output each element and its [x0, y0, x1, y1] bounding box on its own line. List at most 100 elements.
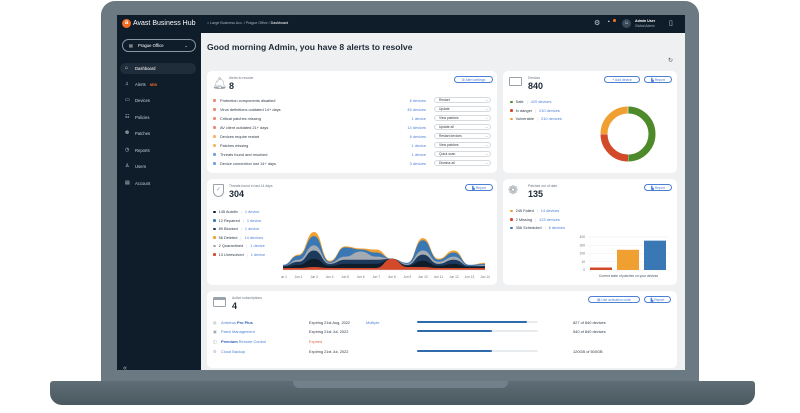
- threats-card: ✓ Threats found in last 14 days 304 ▙ Re…: [207, 179, 497, 285]
- legend-label: In danger: [515, 107, 533, 113]
- alert-action-value: Update: [439, 107, 450, 111]
- usage-progress-fill: [417, 350, 493, 352]
- alert-devices-link[interactable]: 6 devices: [409, 134, 426, 139]
- alert-action-select[interactable]: Dismiss all ⌄: [434, 160, 491, 166]
- usage-progress-bar: [417, 350, 538, 352]
- sidebar: ▤ Prague Office ⌄ ⌂ Dashboard ♫ Alerts NEW ▭ D…: [117, 33, 201, 370]
- sidebar-item-alerts[interactable]: ♫ Alerts NEW: [120, 79, 196, 90]
- patches-report-button[interactable]: ▙ Report: [644, 184, 672, 191]
- y-tick-label: 10: [581, 260, 585, 264]
- alert-action-select[interactable]: View patches ⌄: [434, 142, 491, 148]
- alert-action-select[interactable]: Restart devices ⌄: [434, 133, 491, 139]
- threats-count: 304: [229, 189, 245, 199]
- add-device-button[interactable]: + Add device: [604, 76, 640, 83]
- threats-area-chart: Jun 1 Jun 2 Jun 3 Jun 4 Jun 5 Jun 6 Jun 7 Jun 8…: [281, 232, 490, 279]
- legend-devices-link[interactable]: 1 device: [250, 243, 265, 248]
- x-axis-label: Current state of patches on your devices: [599, 274, 659, 278]
- gear-icon[interactable]: ⚙: [594, 20, 601, 27]
- alert-action-select[interactable]: View patches ⌄: [434, 115, 491, 121]
- legend-devices-link[interactable]: 14 devices: [244, 234, 264, 240]
- alert-settings-button[interactable]: ⚙ Alert settings: [454, 76, 493, 83]
- alert-text: Protection components disabled: [220, 98, 276, 103]
- legend-devices-link[interactable]: 6 devices: [548, 225, 566, 230]
- user-name[interactable]: Admin User: [635, 19, 656, 23]
- sidebar-item-policies[interactable]: ☷ Policies: [120, 112, 196, 123]
- sidebar-item-dashboard[interactable]: ⌂ Dashboard: [120, 62, 196, 74]
- subscriptions-report-button[interactable]: ▙ Report: [644, 296, 671, 303]
- subscription-tier: Pro Plus: [237, 320, 253, 325]
- usage-text: 540 of 840 devices: [573, 329, 606, 334]
- subscription-name: Cloud Backup: [221, 349, 246, 354]
- alert-devices-link[interactable]: 14 devices: [407, 125, 426, 130]
- devices-switch-icon[interactable]: ▯: [669, 20, 673, 27]
- subscription-name-link[interactable]: Cloud Backup: [221, 349, 245, 354]
- legend-item: Safe | 420 devices: [510, 99, 551, 104]
- alert-text: Device connection lost 14+ days: [220, 161, 276, 166]
- subscription-name-link[interactable]: Premium Remote Control: [221, 339, 266, 344]
- separator: |: [537, 116, 539, 121]
- alert-devices-link[interactable]: 6 devices: [409, 98, 426, 103]
- subscription-name-link[interactable]: Antivirus Pro Plus: [221, 320, 253, 325]
- sidebar-item-label: Dashboard: [135, 65, 156, 71]
- breadcrumb-item[interactable]: Prague Office: [245, 21, 268, 25]
- bell-icon: 🔔︎: [212, 76, 228, 90]
- alert-devices-link[interactable]: 45 devices: [407, 107, 426, 112]
- sidebar-item-devices[interactable]: ▭ Devices: [120, 95, 196, 106]
- legend-devices-link[interactable]: 1 device: [250, 251, 266, 257]
- office-selector[interactable]: ▤ Prague Office ⌄: [122, 39, 196, 52]
- alert-text: Virus definitions outdated 14+ days: [220, 107, 281, 112]
- alert-devices-link[interactable]: 1 device: [411, 143, 427, 148]
- legend-devices-link[interactable]: 123 devices: [539, 216, 560, 222]
- sidebar-item-patches[interactable]: ❁ Patches: [120, 128, 196, 139]
- legend-devices-link[interactable]: 1 device: [246, 217, 262, 223]
- sidebar-item-reports[interactable]: ◷ Reports: [120, 145, 196, 156]
- sidebar-item-account[interactable]: ▤ Account: [120, 178, 196, 189]
- legend-devices-link[interactable]: 1 device: [244, 226, 260, 231]
- alert-action-select[interactable]: Restart ⌄: [434, 97, 491, 103]
- monitor-icon: ▭: [125, 97, 130, 103]
- legend-devices-link[interactable]: 210 devices: [541, 116, 562, 121]
- patches-count: 135: [528, 189, 544, 199]
- chevron-down-icon: ⌄: [485, 143, 488, 147]
- chevron-down-icon: ⌄: [485, 107, 488, 111]
- monitor-icon: [509, 77, 522, 86]
- chevron-down-icon: ⌄: [485, 134, 488, 138]
- alert-action-select[interactable]: Quick scan ⌄: [434, 151, 491, 157]
- legend-label: 145 Autofix: [218, 209, 238, 214]
- alert-action-select[interactable]: Update ⌄: [434, 106, 491, 112]
- legend-devices-link[interactable]: 14 devices: [540, 208, 560, 213]
- sidebar-item-users[interactable]: ♙ Users: [120, 161, 196, 172]
- separator: |: [535, 216, 537, 222]
- home-icon: ⌂: [125, 64, 129, 71]
- collapse-sidebar-icon[interactable]: «: [123, 365, 127, 370]
- alert-type-icon: [213, 125, 217, 129]
- reports-icon: ◷: [125, 146, 130, 153]
- alert-action-select[interactable]: Update all ⌄: [434, 124, 491, 130]
- threats-report-button[interactable]: ▙ Report: [465, 184, 493, 191]
- alert-devices-link[interactable]: 1 device: [411, 116, 427, 121]
- chevron-down-icon: ⌄: [485, 125, 488, 129]
- legend-item: 356 Scheduled | 6 devices: [510, 225, 565, 230]
- card-icon: [213, 297, 226, 307]
- subscription-name-link[interactable]: Patch Management: [221, 329, 255, 334]
- bar-scheduled: [644, 240, 666, 270]
- legend-label: 2 Quarantined: [218, 243, 244, 248]
- legend-devices-link[interactable]: 1 device: [244, 209, 260, 214]
- legend-devices-link[interactable]: 420 devices: [530, 99, 552, 104]
- refresh-icon[interactable]: ↻: [668, 58, 674, 64]
- chevron-down-icon: ⌄: [485, 152, 488, 156]
- legend-devices-link[interactable]: 210 devices: [539, 107, 560, 113]
- alert-devices-link[interactable]: 3 devices: [409, 161, 426, 166]
- breadcrumb-item[interactable]: Large Business Acc.: [210, 21, 243, 25]
- expiry-date: Expiring 21st Jul, 2022: [309, 329, 349, 334]
- devices-label: Devices: [528, 76, 541, 80]
- multiple-link[interactable]: Multiple: [366, 320, 380, 325]
- alert-devices-link[interactable]: 1 device: [411, 152, 427, 157]
- donut-slice-in-danger: [600, 133, 629, 162]
- sidebar-item-label: Users: [135, 163, 146, 169]
- avatar[interactable]: ☺: [622, 19, 631, 28]
- notifications-icon[interactable]: ◔: [606, 19, 611, 26]
- use-activation-code-button[interactable]: ▤ Use activation code: [588, 296, 640, 303]
- devices-report-button[interactable]: ▙ Report: [644, 76, 672, 83]
- subscription-icon: ▣: [213, 329, 217, 334]
